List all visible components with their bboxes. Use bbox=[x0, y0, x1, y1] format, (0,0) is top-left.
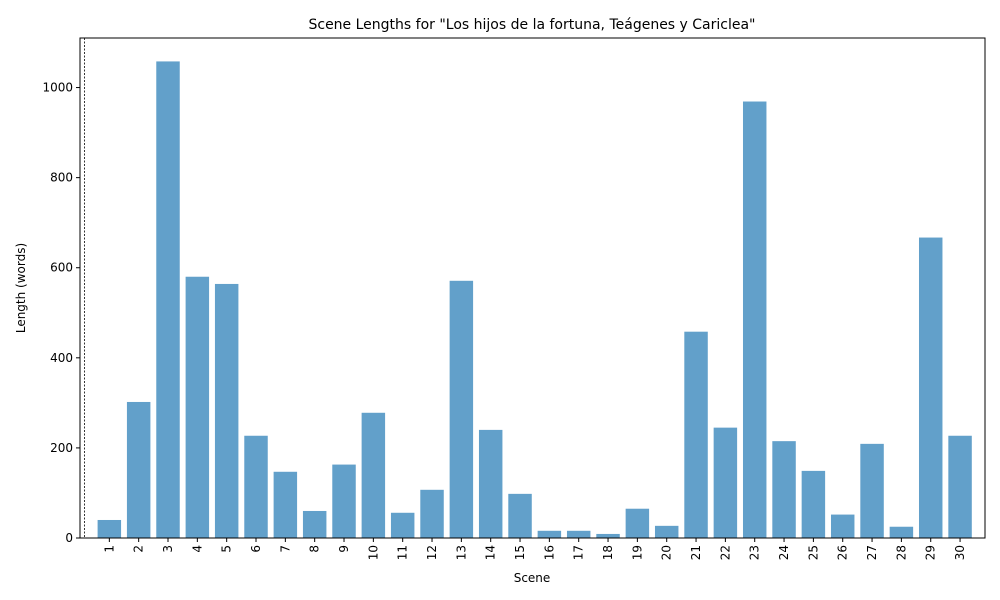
x-tick-label: 1 bbox=[102, 545, 116, 553]
y-tick-label: 1000 bbox=[42, 81, 73, 95]
x-tick-label: 6 bbox=[249, 545, 263, 553]
x-tick-label: 18 bbox=[601, 545, 615, 560]
bar-scene-21 bbox=[684, 331, 708, 538]
x-tick-label: 4 bbox=[190, 545, 204, 553]
x-axis: 1 2 3 4 5 6 7 8 9 10 11 12 13 14 15 16 17 18 19 20 21 22 23 24 2… bbox=[102, 538, 967, 560]
y-tick-label: 0 bbox=[65, 531, 73, 545]
x-tick-label: 12 bbox=[425, 545, 439, 560]
x-tick-label: 10 bbox=[366, 545, 380, 560]
bar-scene-12 bbox=[420, 489, 444, 538]
x-tick-label: 29 bbox=[924, 545, 938, 560]
x-tick-label: 17 bbox=[572, 545, 586, 560]
chart-title: Scene Lengths for "Los hijos de la fortu… bbox=[308, 17, 755, 33]
bar-scene-15 bbox=[508, 493, 532, 538]
x-tick-label: 27 bbox=[865, 545, 879, 560]
y-axis: 0 200 400 600 800 1000 bbox=[42, 81, 80, 545]
bar-scene-13 bbox=[449, 280, 474, 538]
bar-scene-11 bbox=[390, 512, 415, 538]
y-tick-label: 600 bbox=[50, 261, 73, 275]
bar-scene-3 bbox=[156, 61, 180, 538]
x-tick-label: 7 bbox=[278, 545, 292, 553]
x-tick-label: 14 bbox=[484, 545, 498, 560]
x-tick-label: 5 bbox=[220, 545, 234, 553]
x-tick-label: 2 bbox=[132, 545, 146, 553]
x-tick-label: 30 bbox=[953, 545, 967, 560]
x-tick-label: 24 bbox=[777, 545, 791, 560]
x-tick-label: 23 bbox=[748, 545, 762, 560]
x-axis-label: Scene bbox=[514, 571, 551, 585]
bar-scene-1 bbox=[97, 519, 122, 538]
bar-scene-8 bbox=[302, 510, 327, 538]
x-tick-label: 28 bbox=[894, 545, 908, 560]
bar-scene-28 bbox=[889, 526, 914, 538]
bar-scene-25 bbox=[801, 470, 826, 538]
x-tick-label: 11 bbox=[396, 545, 410, 560]
y-axis-label: Length (words) bbox=[14, 243, 28, 333]
x-tick-label: 19 bbox=[630, 545, 644, 560]
x-tick-label: 9 bbox=[337, 545, 351, 553]
x-tick-label: 21 bbox=[689, 545, 703, 560]
bar-scene-14 bbox=[478, 429, 503, 538]
bar-scene-24 bbox=[772, 441, 796, 538]
y-tick-label: 400 bbox=[50, 351, 73, 365]
bar-scene-4 bbox=[185, 276, 210, 538]
x-tick-label: 3 bbox=[161, 545, 175, 553]
bar-scene-9 bbox=[332, 464, 356, 538]
bar-scene-22 bbox=[713, 427, 738, 538]
bar-scene-16 bbox=[537, 530, 562, 538]
plot-frame bbox=[79, 37, 986, 539]
x-tick-label: 13 bbox=[454, 545, 468, 560]
x-tick-label: 8 bbox=[308, 545, 322, 553]
bar-scene-30 bbox=[948, 435, 972, 538]
bar-scene-18 bbox=[596, 533, 620, 538]
y-tick-label: 800 bbox=[50, 171, 73, 185]
bar-scene-5 bbox=[214, 283, 239, 538]
x-tick-label: 26 bbox=[836, 545, 850, 560]
bar-scene-26 bbox=[830, 514, 855, 538]
bar-scene-29 bbox=[918, 237, 943, 538]
bar-scene-2 bbox=[126, 401, 151, 538]
y-tick-label: 200 bbox=[50, 441, 73, 455]
bar-scene-23 bbox=[742, 101, 767, 538]
x-tick-label: 22 bbox=[718, 545, 732, 560]
x-tick-label: 20 bbox=[660, 545, 674, 560]
bar-scene-6 bbox=[244, 435, 268, 538]
bar-scene-17 bbox=[566, 530, 591, 538]
bars bbox=[97, 61, 972, 538]
bar-scene-10 bbox=[361, 412, 386, 538]
bar-scene-7 bbox=[273, 471, 298, 538]
bar-scene-20 bbox=[654, 525, 679, 538]
bar-scene-19 bbox=[625, 508, 650, 538]
x-tick-label: 15 bbox=[513, 545, 527, 560]
x-tick-label: 16 bbox=[542, 545, 556, 560]
bar-scene-27 bbox=[860, 443, 884, 538]
x-tick-label: 25 bbox=[806, 545, 820, 560]
